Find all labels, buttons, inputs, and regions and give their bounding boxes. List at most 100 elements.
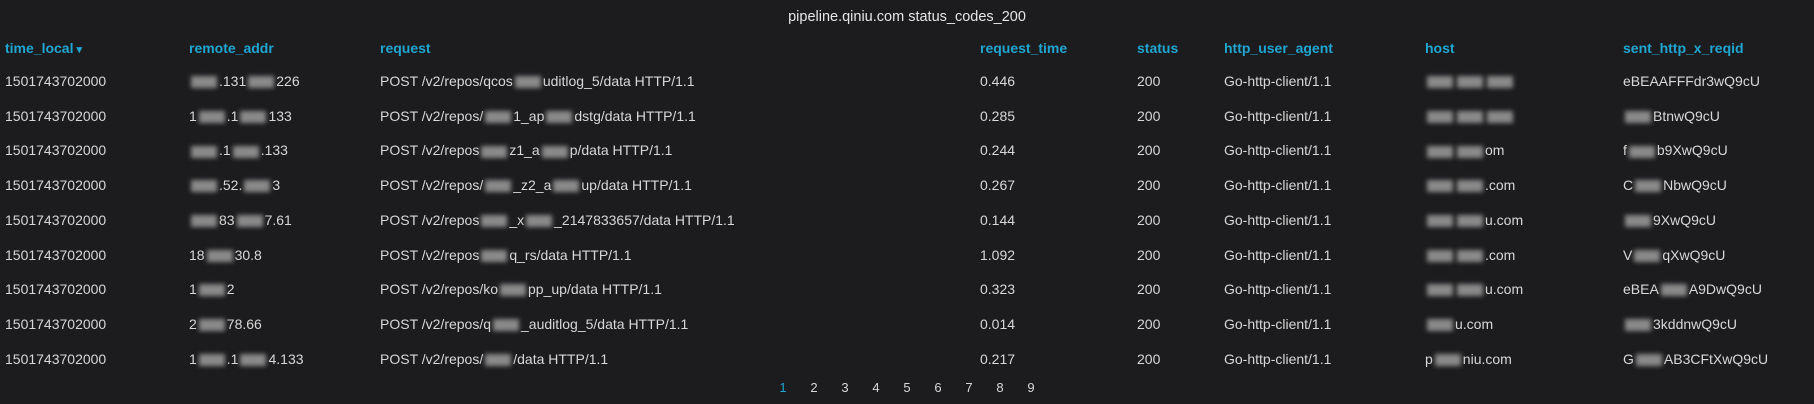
- cell-text: Go-http-client/1.1: [1224, 211, 1332, 228]
- column-header-time-local[interactable]: time_local ▾: [5, 40, 83, 56]
- column-header-request[interactable]: request: [380, 40, 431, 56]
- cell-time-local: 1501743702000: [5, 203, 106, 237]
- redacted-block: [514, 76, 541, 89]
- cell-text: POST /v2/repos: [380, 142, 480, 159]
- cell-status: 200: [1137, 168, 1160, 202]
- redacted-block: [191, 145, 217, 158]
- page-8[interactable]: 8: [996, 380, 1004, 395]
- redacted-block: [1427, 180, 1453, 193]
- cell-remote-addr: 1 .1 133: [189, 99, 292, 133]
- redacted-block: [191, 76, 217, 89]
- cell-text: _auditlog_5/data HTTP/1.1: [521, 315, 689, 332]
- cell-sent-http-x-reqid: f b9XwQ9cU: [1623, 133, 1728, 167]
- cell-request-time: 0.217: [980, 342, 1015, 376]
- redacted-block: [1427, 76, 1453, 89]
- column-header-remote-addr[interactable]: remote_addr: [189, 40, 274, 56]
- table-row: 1501743702000 .52. 3 POST /v2/repos/ _z2_a up…: [0, 168, 1814, 202]
- cell-http-user-agent: Go-http-client/1.1: [1224, 168, 1331, 202]
- cell-text: POST /v2/repos/qcos: [380, 73, 513, 89]
- cell-text: f: [1623, 142, 1627, 159]
- redacted-block: [1427, 110, 1453, 123]
- cell-text: 0.446: [980, 73, 1016, 89]
- cell-host: .com: [1425, 168, 1515, 202]
- cell-request: POST /v2/repos/1_ap dstg/data HTTP/1.1: [380, 99, 696, 133]
- cell-status: 200: [1137, 99, 1160, 133]
- cell-request-time: 0.285: [980, 99, 1015, 133]
- page-7[interactable]: 7: [965, 380, 973, 395]
- page-6[interactable]: 6: [934, 380, 942, 395]
- cell-text: dstg/data HTTP/1.1: [574, 107, 696, 124]
- cell-status: 200: [1137, 342, 1160, 376]
- cell-request: POST /v2/repos z1_a p/data HTTP/1.1: [380, 133, 672, 167]
- column-header-sent-http-x-reqid[interactable]: sent_http_x_reqid: [1623, 40, 1744, 56]
- column-header-host[interactable]: host: [1425, 40, 1455, 56]
- cell-text: u.com: [1485, 211, 1524, 228]
- redacted-block: [206, 249, 233, 262]
- page-4[interactable]: 4: [872, 380, 880, 395]
- cell-status: 200: [1137, 238, 1160, 272]
- table-row: 1501743702000 1 .1 133 POST /v2/repos/1_ap ds…: [0, 99, 1814, 133]
- cell-text: POST /v2/repos: [380, 246, 480, 263]
- redacted-block: [1625, 319, 1651, 332]
- cell-text: 1501743702000: [5, 246, 107, 263]
- cell-text: 200: [1137, 73, 1161, 89]
- cell-request-time: 0.446: [980, 64, 1015, 98]
- cell-text: POST /v2/repos/: [380, 177, 484, 194]
- cell-request-time: 0.267: [980, 168, 1015, 202]
- cell-host: u.com: [1425, 307, 1493, 341]
- table-row: 1501743702000 18 30.8 POST /v2/repos q_rs/da…: [0, 238, 1814, 272]
- cell-text: .1: [226, 107, 239, 124]
- redacted-block: [198, 353, 225, 366]
- redacted-block: [481, 215, 508, 228]
- sort-desc-icon: ▾: [76, 44, 83, 56]
- cell-text: 1501743702000: [5, 211, 107, 228]
- cell-text: .1: [226, 350, 239, 367]
- cell-text: POST /v2/repos/q: [380, 315, 492, 332]
- cell-text: AB3CFtXwQ9cU: [1663, 350, 1769, 367]
- cell-request-time: 0.014: [980, 307, 1015, 341]
- cell-text: 83: [219, 211, 235, 228]
- cell-text: 7.61: [264, 211, 292, 228]
- cell-sent-http-x-reqid: eBEA A9DwQ9cU: [1623, 272, 1762, 306]
- cell-request: POST /v2/repos q_rs/data HTTP/1.1: [380, 238, 632, 272]
- page-9[interactable]: 9: [1027, 380, 1035, 395]
- redacted-block: [198, 284, 225, 297]
- page-2[interactable]: 2: [810, 380, 818, 395]
- cell-request-time: 0.144: [980, 203, 1015, 237]
- cell-http-user-agent: Go-http-client/1.1: [1224, 272, 1331, 306]
- column-header-status[interactable]: status: [1137, 40, 1179, 56]
- redacted-block: [1625, 215, 1651, 228]
- cell-text: POST /v2/repos: [380, 211, 480, 228]
- table-row: 1501743702000 2 78.66 POST /v2/repos/q _audi…: [0, 307, 1814, 341]
- cell-text: 1: [189, 350, 197, 367]
- cell-text: 1501743702000: [5, 315, 107, 332]
- cell-http-user-agent: Go-http-client/1.1: [1224, 342, 1331, 376]
- pagination: 1 2 3 4 5 6 7 8 9: [0, 379, 1814, 395]
- column-header-request-time[interactable]: request_time: [980, 40, 1068, 56]
- redacted-block: [1457, 76, 1483, 89]
- page-1[interactable]: 1: [779, 380, 787, 395]
- cell-host: [1425, 64, 1515, 98]
- cell-remote-addr: .131 226: [189, 64, 300, 98]
- cell-text: pp_up/data HTTP/1.1: [528, 281, 662, 298]
- cell-host: p niu.com: [1425, 342, 1512, 376]
- cell-text: 1501743702000: [5, 281, 107, 298]
- cell-text: C: [1623, 177, 1634, 194]
- page-3[interactable]: 3: [841, 380, 849, 395]
- cell-text: 0.244: [980, 142, 1016, 159]
- cell-text: 18: [189, 246, 205, 263]
- cell-text: p/data HTTP/1.1: [569, 142, 673, 159]
- cell-text: 0.217: [980, 350, 1016, 367]
- cell-host: [1425, 99, 1515, 133]
- page-5[interactable]: 5: [903, 380, 911, 395]
- cell-host: u.com: [1425, 203, 1523, 237]
- cell-text: 200: [1137, 281, 1161, 298]
- cell-remote-addr: .1 .133: [189, 133, 288, 167]
- redacted-block: [191, 215, 217, 228]
- column-header-http-user-agent[interactable]: http_user_agent: [1224, 40, 1333, 56]
- cell-request-time: 0.323: [980, 272, 1015, 306]
- cell-text: POST /v2/repos/ko: [380, 281, 499, 298]
- cell-text: 4.133: [268, 350, 304, 367]
- cell-text: 133: [268, 107, 292, 124]
- cell-text: .131: [219, 73, 247, 89]
